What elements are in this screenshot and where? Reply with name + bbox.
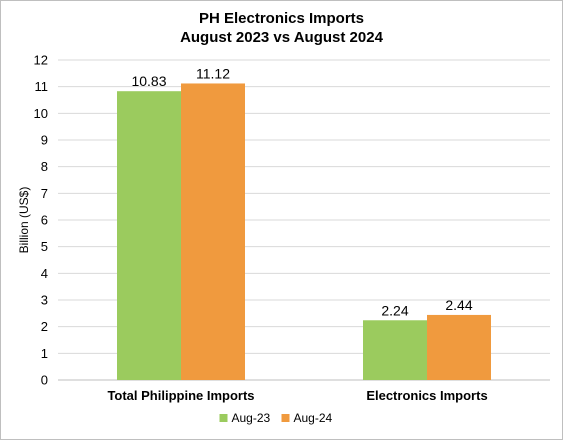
data-label: 11.12 — [196, 65, 230, 81]
y-axis-title: Billion (US$) — [17, 187, 31, 254]
y-tick-label: 3 — [41, 293, 48, 308]
legend-swatch — [219, 414, 228, 422]
data-label: 10.83 — [131, 73, 166, 89]
y-tick-label: 9 — [41, 133, 48, 148]
y-tick-label: 8 — [41, 159, 48, 174]
legend-label: Aug-23 — [232, 411, 271, 425]
y-tick-label: 2 — [41, 319, 48, 334]
y-tick-label: 11 — [35, 79, 49, 94]
y-tick-label: 10 — [34, 106, 48, 121]
y-tick-label: 12 — [34, 53, 48, 68]
legend-swatch — [281, 414, 290, 422]
bar — [117, 91, 181, 380]
y-tick-label: 4 — [41, 266, 48, 281]
data-label: 2.44 — [445, 297, 472, 313]
y-tick-label: 5 — [41, 239, 48, 254]
legend-label: Aug-24 — [294, 411, 333, 425]
data-label: 2.24 — [381, 302, 408, 318]
y-tick-label: 0 — [41, 373, 48, 388]
x-category-label: Electronics Imports — [366, 388, 487, 403]
x-category-label: Total Philippine Imports — [107, 388, 254, 403]
chart-title-line-1: PH Electronics Imports — [198, 10, 365, 27]
y-tick-label: 1 — [41, 346, 48, 361]
y-tick-label: 6 — [41, 213, 48, 228]
bar — [427, 314, 491, 380]
y-tick-label: 7 — [41, 186, 48, 201]
bar — [181, 83, 245, 380]
chart-title-line-2: August 2023 vs August 2024 — [180, 29, 383, 46]
bar — [363, 320, 427, 380]
